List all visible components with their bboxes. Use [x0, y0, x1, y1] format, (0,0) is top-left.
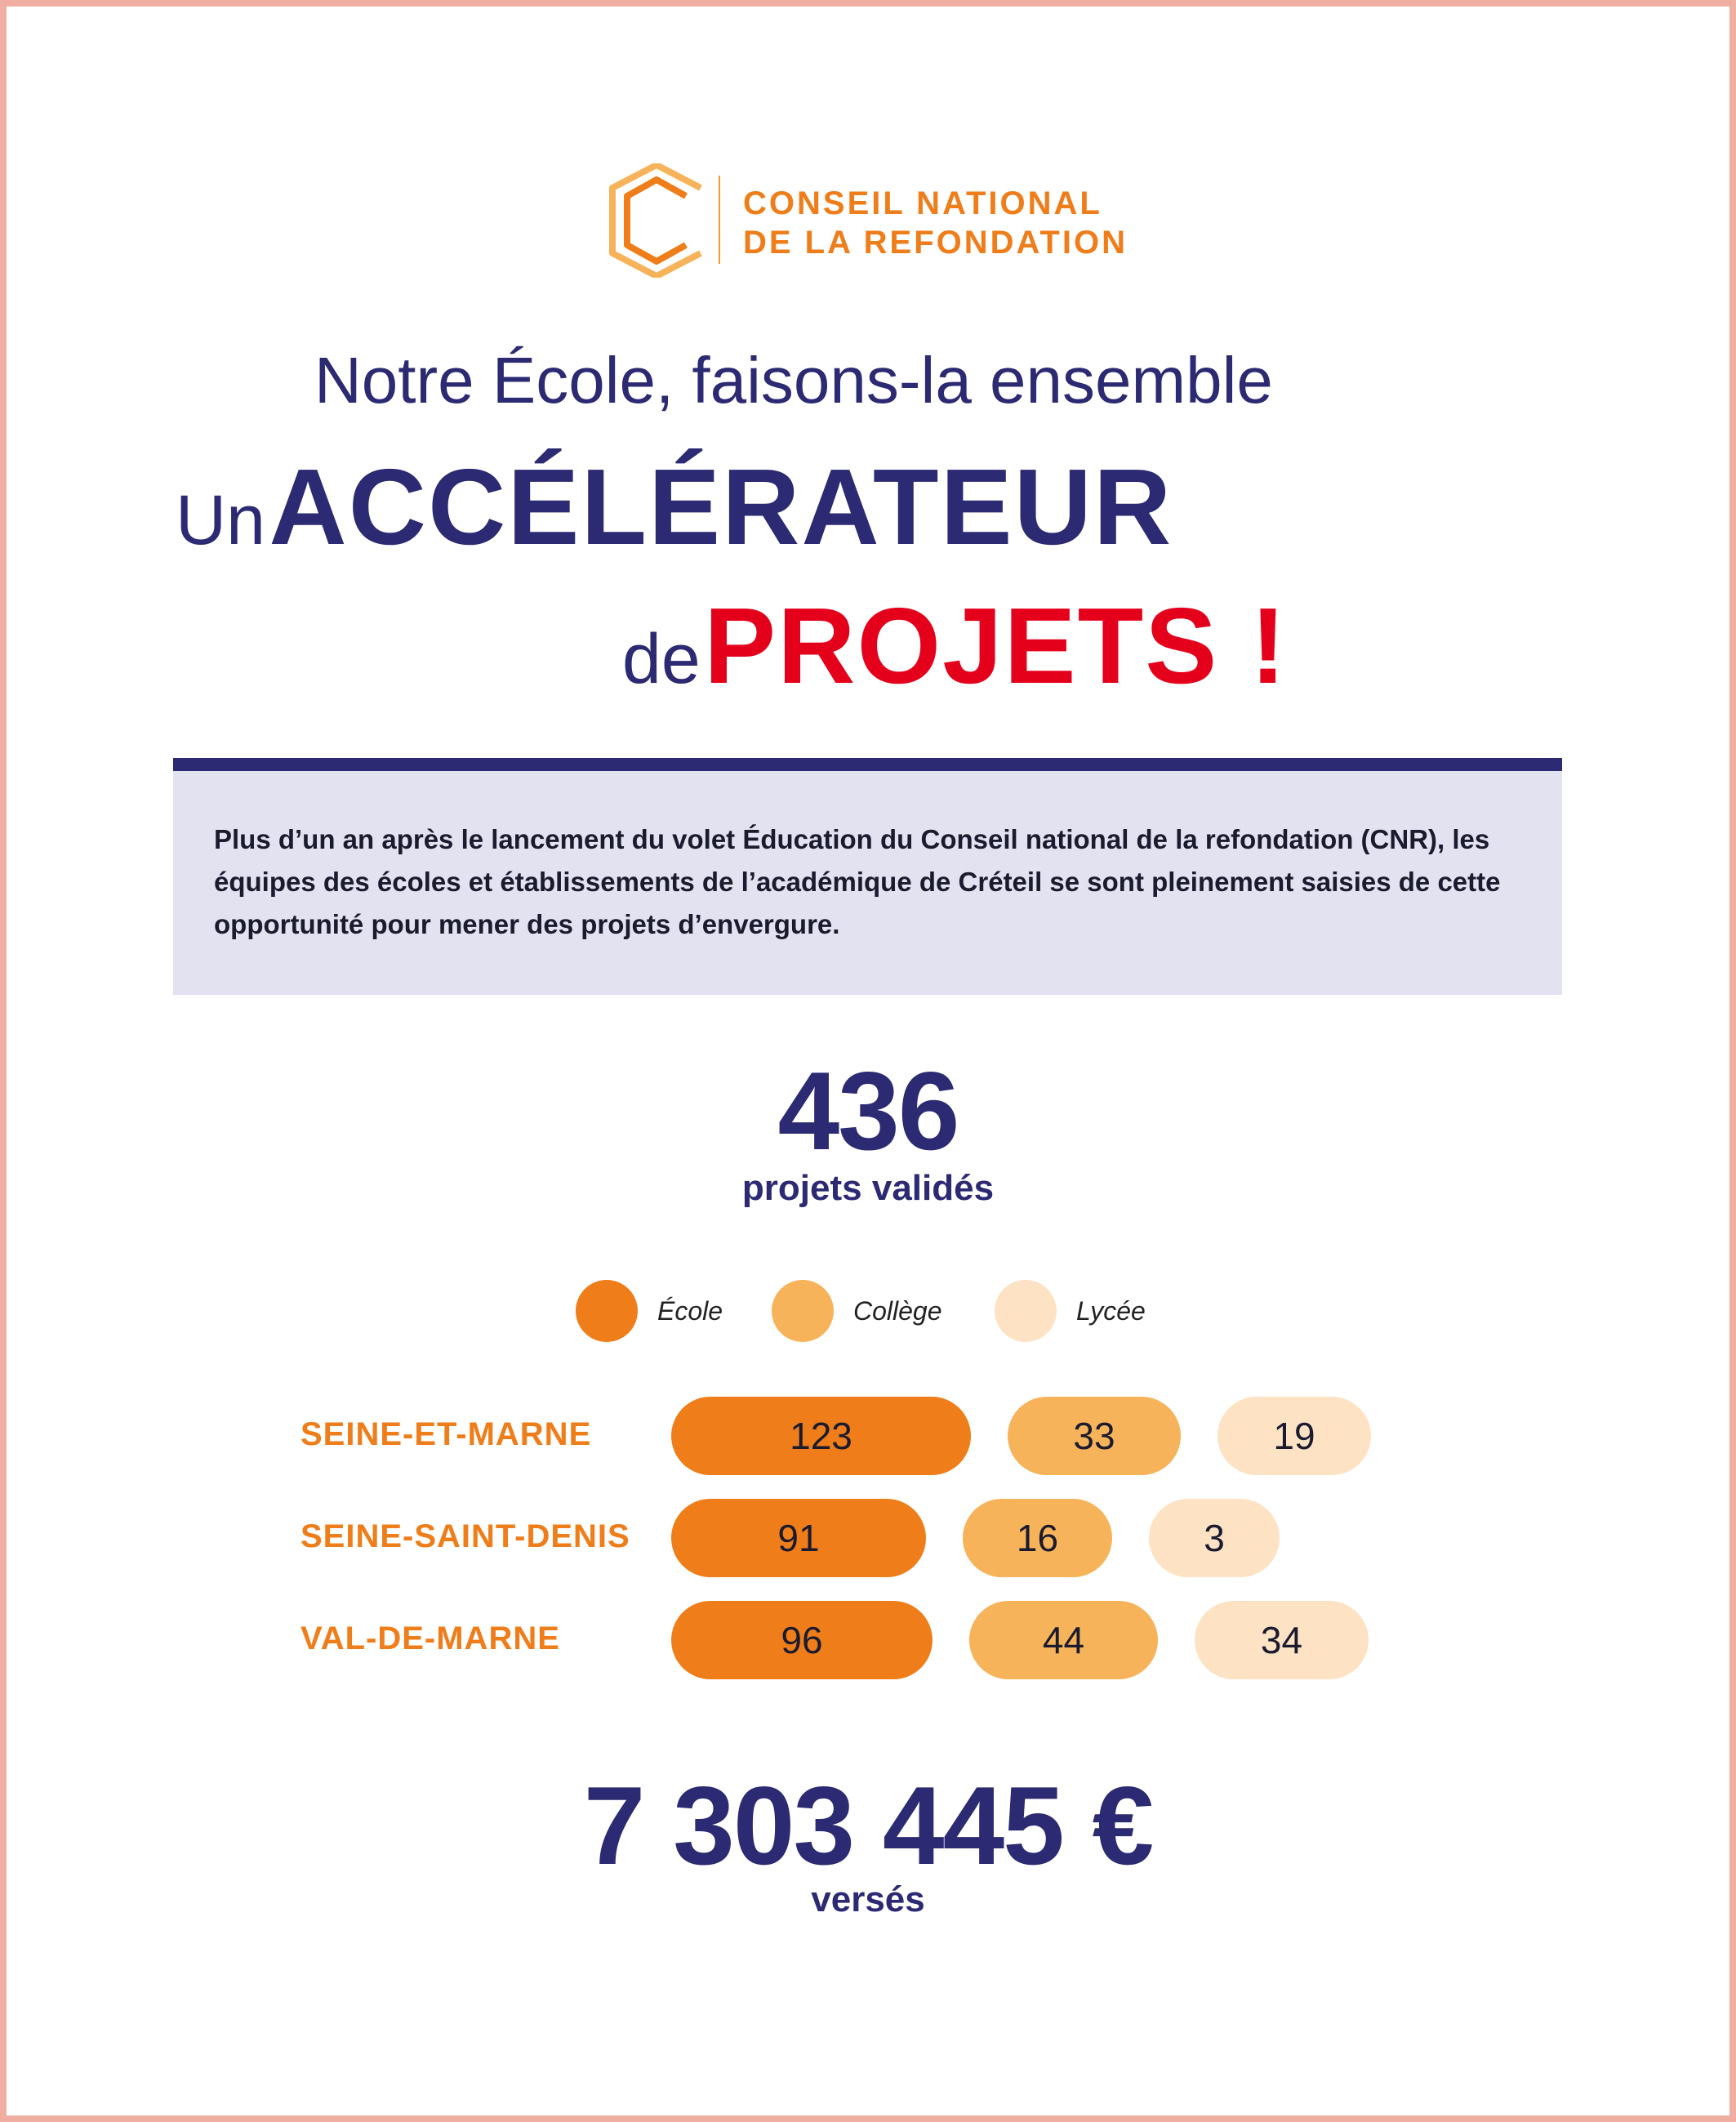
title-word-projets: PROJETS !: [704, 586, 1288, 706]
bar-2-1: 44: [969, 1601, 1158, 1679]
logo-divider: [719, 176, 720, 264]
title-line-2: de PROJETS !: [622, 584, 1288, 707]
projects-stat: 436 projets validés: [0, 1050, 1736, 1211]
tagline: Notre École, faisons-la ensemble: [314, 344, 1273, 417]
bar-1-0: 91: [671, 1499, 926, 1577]
bar-0-1: 33: [1008, 1397, 1181, 1475]
row-label-1: SEINE-SAINT-DENIS: [300, 1518, 630, 1554]
logo-line-2: DE LA REFONDATION: [743, 225, 1128, 261]
legend-swatch-0: [576, 1280, 638, 1342]
money-label: versés: [811, 1879, 925, 1919]
projects-label: projets validés: [741, 1168, 995, 1208]
legend-label-0: École: [657, 1296, 723, 1326]
row-label-0: SEINE-ET-MARNE: [300, 1416, 592, 1452]
legend-swatch-2: [995, 1280, 1057, 1342]
title-word-de: de: [622, 620, 701, 698]
title-word-un: Un: [176, 481, 265, 559]
logo-text: CONSEIL NATIONAL DE LA REFONDATION: [743, 184, 1128, 262]
intro-text: Plus d’un an après le lancement du volet…: [214, 824, 1501, 939]
logo-line-1: CONSEIL NATIONAL: [743, 185, 1102, 221]
bar-1-1: 16: [963, 1499, 1112, 1577]
title-word-accelerateur: ACCÉLÉRATEUR: [269, 447, 1173, 567]
money-amount: 7 303 445 €: [583, 1763, 1154, 1888]
bar-0-0: 123: [671, 1397, 971, 1475]
title-line-1: Un ACCÉLÉRATEUR: [176, 445, 1173, 568]
bar-1-2: 3: [1149, 1499, 1280, 1577]
intro-rule: [173, 758, 1562, 771]
hexagon-logo-icon: [609, 163, 702, 278]
bar-2-2: 34: [1195, 1601, 1369, 1679]
bar-0-2: 19: [1217, 1397, 1371, 1475]
cnr-logo: [604, 163, 709, 278]
money-stat: 7 303 445 € versés: [0, 1764, 1736, 1923]
legend-swatch-1: [772, 1280, 834, 1342]
intro-box: Plus d’un an après le lancement du volet…: [173, 771, 1562, 995]
legend-label-1: Collège: [853, 1296, 942, 1326]
bar-2-0: 96: [671, 1601, 933, 1679]
row-label-2: VAL-DE-MARNE: [300, 1620, 560, 1656]
legend-label-2: Lycée: [1076, 1296, 1146, 1326]
projects-count: 436: [777, 1049, 960, 1173]
